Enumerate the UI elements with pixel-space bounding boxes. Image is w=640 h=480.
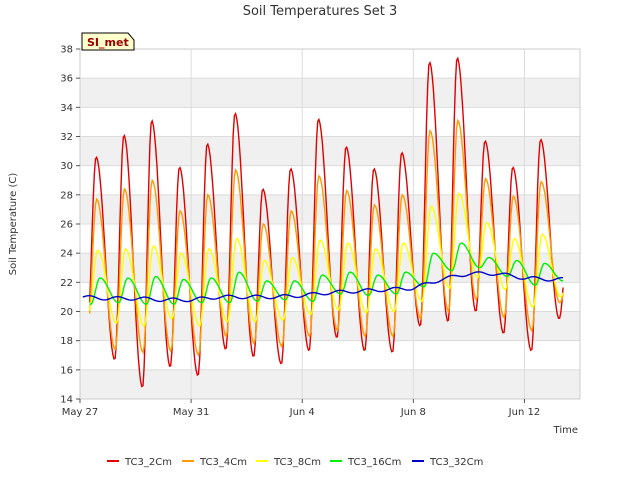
grid-band <box>80 136 580 166</box>
legend-label-TC3_16Cm: TC3_16Cm <box>347 457 401 468</box>
grid-band <box>80 311 580 341</box>
series-line-TC3_2Cm <box>89 56 564 388</box>
y-axis-label: Soil Temperature (C) <box>8 173 19 276</box>
series-line-TC3_4Cm <box>89 118 564 357</box>
series-line-TC3_8Cm <box>89 192 564 328</box>
grid-band <box>80 78 580 108</box>
series-lines <box>82 56 564 388</box>
legend-label-TC3_2Cm: TC3_2Cm <box>124 457 172 468</box>
y-tick-label: 20 <box>60 307 73 318</box>
legend: TC3_2Cm TC3_4Cm TC3_8Cm TC3_16Cm TC3_32Cm <box>107 457 483 468</box>
y-tick-label: 30 <box>60 161 73 172</box>
grid-band <box>80 194 580 224</box>
y-tick-label: 28 <box>60 190 73 201</box>
y-tick-label: 34 <box>60 103 73 114</box>
x-tick-label: May 31 <box>173 407 210 418</box>
y-tick-labels: 14 16 18 20 22 24 26 28 30 32 34 36 38 <box>60 45 80 406</box>
x-tick-label: May 27 <box>62 407 99 418</box>
x-tick-label: Jun 8 <box>400 407 426 418</box>
y-tick-label: 18 <box>60 336 73 347</box>
x-tick-labels: May 27 May 31 Jun 4 Jun 8 Jun 12 <box>62 399 540 418</box>
y-tick-label: 14 <box>60 395 73 406</box>
site-badge: SI_met <box>81 32 135 51</box>
chart-title: Soil Temperatures Set 3 <box>243 4 398 19</box>
y-tick-label: 22 <box>60 278 73 289</box>
grid-band <box>80 369 580 399</box>
legend-label-TC3_4Cm: TC3_4Cm <box>199 457 247 468</box>
series-line-TC3_32Cm <box>82 271 564 303</box>
y-tick-label: 26 <box>60 220 73 231</box>
x-tick-label: Jun 4 <box>289 407 315 418</box>
legend-label-TC3_32Cm: TC3_32Cm <box>429 457 483 468</box>
y-tick-label: 16 <box>60 365 73 376</box>
y-tick-label: 24 <box>60 249 73 260</box>
x-tick-label: Jun 12 <box>508 407 541 418</box>
y-tick-label: 38 <box>60 45 73 56</box>
x-axis-label: Time <box>553 425 578 436</box>
y-tick-label: 36 <box>60 74 73 85</box>
legend-label-TC3_8Cm: TC3_8Cm <box>273 457 321 468</box>
site-badge-label: SI_met <box>87 36 129 49</box>
y-tick-label: 32 <box>60 132 73 143</box>
